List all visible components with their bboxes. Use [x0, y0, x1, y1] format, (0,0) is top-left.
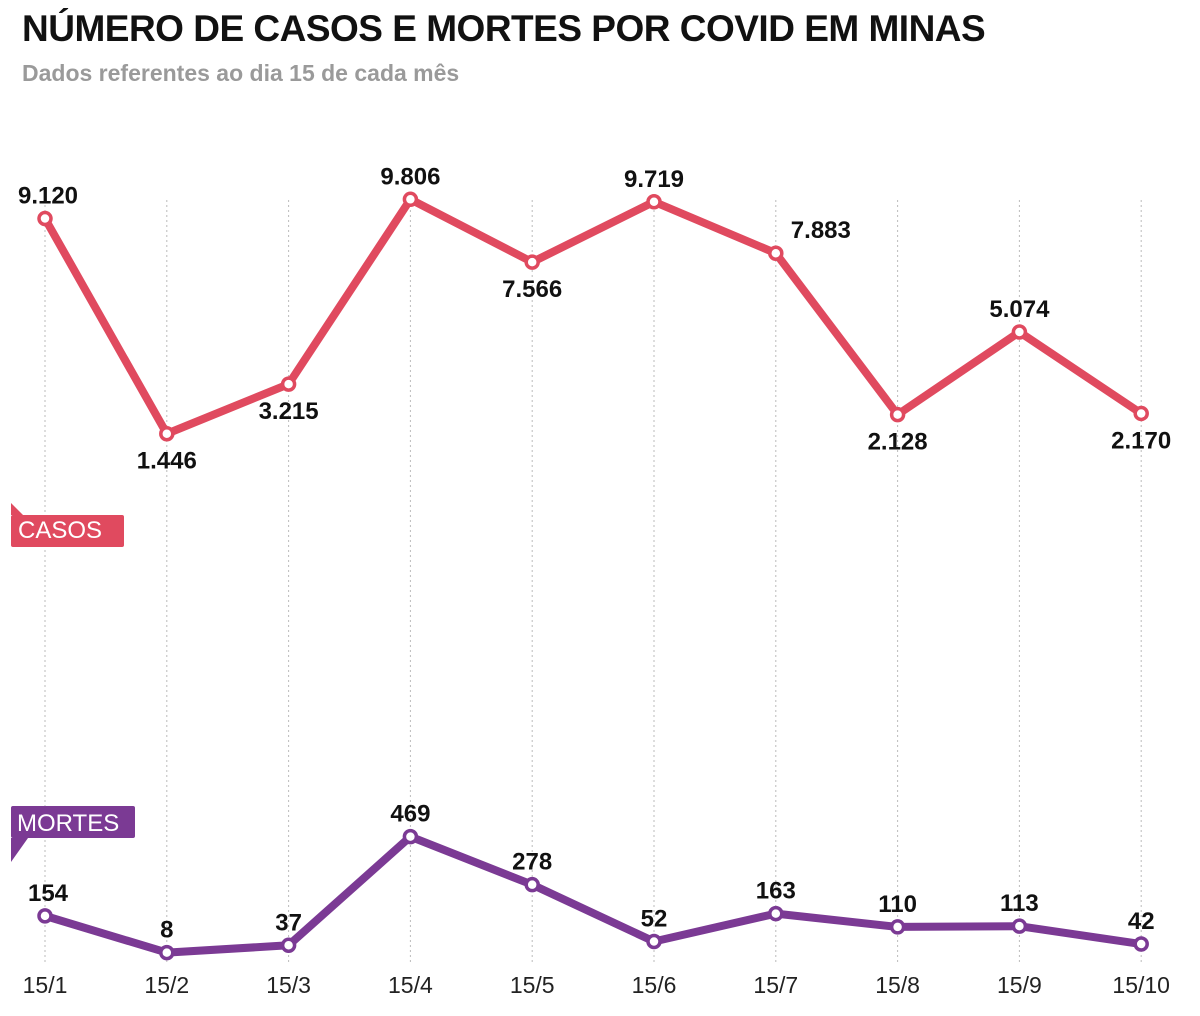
casos-value-label: 2.128	[868, 429, 928, 456]
x-tick-label: 15/6	[632, 972, 677, 998]
mortes-value-label: 52	[641, 906, 668, 933]
mortes-value-label: 37	[275, 909, 302, 936]
casos-value-label: 7.566	[502, 276, 562, 303]
mortes-point	[768, 905, 784, 922]
mortes-point	[524, 876, 540, 893]
mortes-point	[1133, 936, 1149, 952]
x-tick-label: 15/4	[388, 972, 433, 998]
mortes-point	[646, 933, 662, 950]
mortes-value-label: 113	[1000, 890, 1039, 917]
casos-tag-label: CASOS	[18, 517, 102, 544]
casos-point	[402, 191, 419, 208]
data-points	[37, 191, 1149, 961]
casos-value-label: 9.806	[380, 163, 440, 190]
mortes-value-label: 110	[878, 891, 917, 918]
casos-line	[41, 195, 1146, 438]
x-tick-label: 15/7	[753, 972, 798, 998]
mortes-value-label: 469	[390, 801, 430, 828]
casos-point	[280, 376, 297, 392]
mortes-value-label: 42	[1128, 908, 1155, 935]
mortes-point	[889, 919, 906, 935]
mortes-value-label: 278	[512, 849, 552, 876]
mortes-point	[37, 908, 53, 924]
x-tick-label: 15/8	[875, 972, 920, 998]
casos-value-label: 7.883	[791, 217, 851, 244]
mortes-value-label: 154	[28, 880, 69, 907]
casos-value-label: 2.170	[1111, 427, 1171, 454]
casos-point	[524, 254, 540, 270]
mortes-point	[159, 944, 175, 961]
x-tick-label: 15/5	[510, 972, 555, 998]
mortes-point	[402, 828, 419, 845]
casos-value-label: 5.074	[989, 296, 1050, 323]
mortes-point	[1011, 918, 1028, 934]
casos-value-label: 3.215	[259, 398, 319, 425]
series-tags: CASOS MORTES	[11, 503, 135, 862]
mortes-tag: MORTES	[11, 806, 135, 862]
grid-lines	[44, 200, 1142, 962]
casos-value-label: 1.446	[137, 448, 197, 475]
casos-point	[159, 425, 175, 442]
series-lines	[41, 195, 1146, 957]
mortes-point	[280, 937, 297, 954]
casos-point	[1011, 324, 1028, 340]
casos-value-label: 9.120	[18, 183, 78, 210]
x-tick-label: 15/3	[266, 972, 311, 998]
casos-value-label: 9.719	[624, 166, 684, 193]
x-tick-label: 15/9	[997, 972, 1042, 998]
x-tick-label: 15/2	[144, 972, 189, 998]
data-labels: 9.120 1.446 3.215 9.806 7.566 9.719 7.883 2.128…	[18, 163, 1171, 943]
casos-tag: CASOS	[11, 503, 124, 547]
chart-subtitle: Dados referentes ao dia 15 de cada mês	[22, 60, 460, 86]
x-tick-label: 15/10	[1112, 972, 1170, 998]
casos-point	[646, 194, 662, 210]
mortes-value-label: 8	[160, 917, 173, 944]
mortes-line	[41, 832, 1146, 957]
chart-title: NÚMERO DE CASOS E MORTES POR COVID EM MI…	[22, 8, 986, 49]
x-tick-label: 15/1	[23, 972, 68, 998]
casos-point	[37, 210, 53, 227]
mortes-tag-label: MORTES	[17, 810, 119, 837]
casos-point	[889, 406, 906, 423]
casos-point	[768, 245, 784, 261]
x-axis-ticks: 15/1 15/2 15/3 15/4 15/5 15/6 15/7 15/8 15/9 15/1…	[23, 972, 1170, 998]
casos-point	[1133, 405, 1149, 422]
mortes-value-label: 163	[756, 878, 796, 905]
